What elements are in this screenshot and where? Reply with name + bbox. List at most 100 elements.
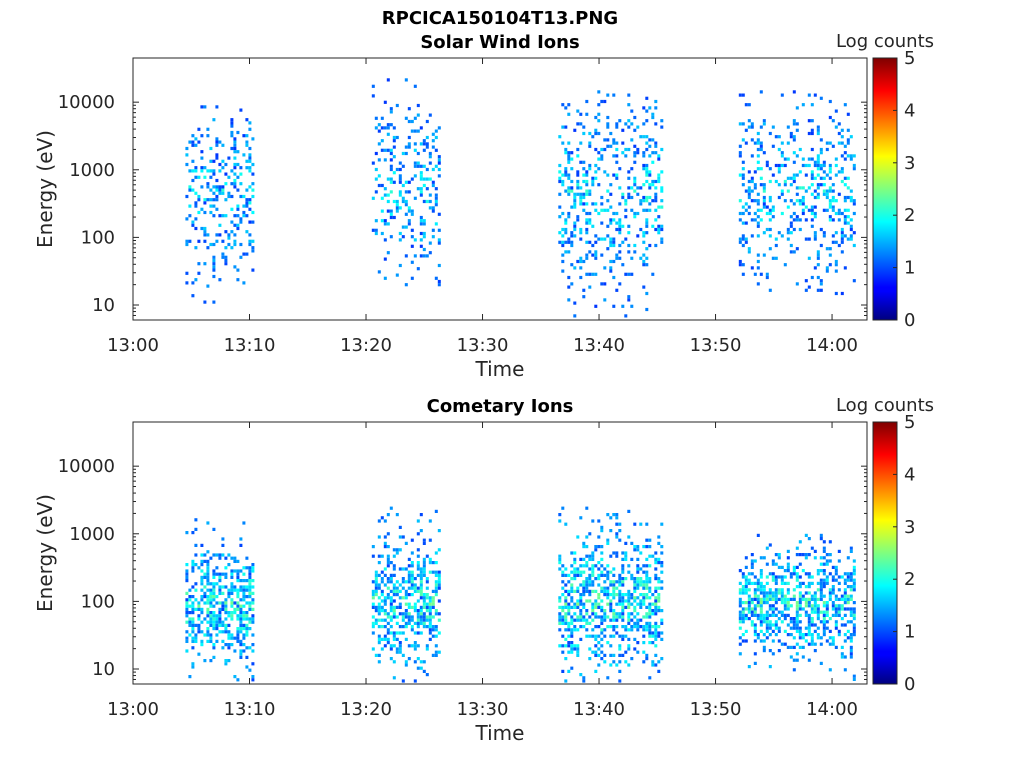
heatmap-cell <box>783 617 787 621</box>
heatmap-cell <box>615 513 619 517</box>
heatmap-cell <box>591 605 595 609</box>
heatmap-cell <box>600 609 604 613</box>
heatmap-cell <box>780 565 784 569</box>
heatmap-cell <box>618 119 622 123</box>
heatmap-cell <box>744 607 748 611</box>
colorbar-label: Log counts <box>836 31 934 52</box>
heatmap-cell <box>762 633 766 637</box>
heatmap-cell <box>741 601 745 605</box>
heatmap-cell <box>236 595 240 599</box>
heatmap-cell <box>852 163 856 168</box>
heatmap-cell <box>807 157 811 161</box>
heatmap-cell <box>816 154 820 158</box>
heatmap-cell <box>588 211 592 216</box>
heatmap-cell <box>576 109 580 113</box>
heatmap-cell <box>777 195 781 200</box>
heatmap-cell <box>585 218 589 222</box>
heatmap-cell <box>657 577 661 581</box>
heatmap-cell <box>828 99 832 104</box>
heatmap-cell <box>828 189 832 193</box>
heatmap-cell <box>413 161 417 165</box>
heatmap-cell <box>561 243 565 248</box>
heatmap-cell <box>648 676 652 680</box>
heatmap-cell <box>606 570 610 574</box>
heatmap-cell <box>630 573 634 577</box>
heatmap-cell <box>239 627 243 631</box>
heatmap-cell <box>425 177 429 181</box>
heatmap-cell <box>437 583 441 587</box>
heatmap-cell <box>194 143 198 147</box>
heatmap-cell <box>579 612 583 616</box>
heatmap-cell <box>410 129 414 133</box>
heatmap-cell <box>434 164 438 168</box>
heatmap-cell <box>630 541 634 545</box>
heatmap-cell <box>642 199 646 203</box>
heatmap-cell <box>618 256 622 260</box>
heatmap-cell <box>738 93 742 97</box>
heatmap-cell <box>573 612 577 616</box>
heatmap-cell <box>843 572 847 576</box>
heatmap-cell <box>633 183 637 187</box>
heatmap-cell <box>377 602 381 606</box>
heatmap-cell <box>816 263 820 267</box>
heatmap-cell <box>789 655 793 659</box>
heatmap-cell <box>233 146 237 151</box>
heatmap-cell <box>576 535 580 539</box>
heatmap-cell <box>392 631 396 635</box>
heatmap-cell <box>762 639 766 643</box>
heatmap-cell <box>245 617 249 621</box>
heatmap-cell <box>828 247 832 251</box>
heatmap-cell <box>422 660 426 664</box>
heatmap-cell <box>630 272 634 276</box>
heatmap-cell <box>398 644 402 648</box>
heatmap-cell <box>239 585 243 589</box>
heatmap-cell <box>852 623 856 627</box>
heatmap-cell <box>747 610 751 614</box>
heatmap-cell <box>558 205 562 209</box>
heatmap-cell <box>825 195 829 200</box>
heatmap-cell <box>233 233 237 237</box>
heatmap-cell <box>410 177 414 181</box>
heatmap-cell <box>759 208 763 212</box>
heatmap-cell <box>642 122 646 126</box>
heatmap-cell <box>224 572 228 576</box>
heatmap-cell <box>434 593 438 597</box>
heatmap-cell <box>654 179 658 184</box>
heatmap-cell <box>579 202 583 206</box>
heatmap-cell <box>573 561 577 565</box>
heatmap-cell <box>248 239 252 243</box>
heatmap-cell <box>591 650 595 654</box>
x-ticks: 13:00 13:10 13:20 13:30 13:40 13:50 14:00 <box>107 58 858 356</box>
heatmap-cell <box>215 620 219 624</box>
heatmap-cell <box>828 668 832 672</box>
heatmap-cell <box>831 575 835 579</box>
heatmap-cell <box>852 588 856 592</box>
heatmap-cell <box>383 612 387 616</box>
heatmap-cell <box>621 192 625 196</box>
x-tick-label: 13:30 <box>457 335 509 356</box>
heatmap-cell <box>567 112 571 116</box>
heatmap-cell <box>843 588 847 592</box>
heatmap-cell <box>789 243 793 248</box>
heatmap-cell <box>801 597 805 601</box>
heatmap-cell <box>407 621 411 625</box>
heatmap-cell <box>840 227 844 232</box>
heatmap-cell <box>410 605 414 609</box>
heatmap-cell <box>831 613 835 617</box>
heatmap-cell <box>648 170 652 174</box>
heatmap-cell <box>206 588 210 592</box>
heatmap-cell <box>648 586 652 590</box>
heatmap-cell <box>245 623 249 627</box>
heatmap-cell <box>203 617 207 621</box>
heatmap-cell <box>431 183 435 188</box>
heatmap-cell <box>404 589 408 593</box>
heatmap-cell <box>431 145 435 149</box>
heatmap-cell <box>242 153 246 157</box>
heatmap-cell <box>819 581 823 585</box>
heatmap-cell <box>437 612 441 616</box>
heatmap-cell <box>762 588 766 592</box>
heatmap-cell <box>401 577 405 581</box>
heatmap-cell <box>852 199 856 203</box>
heatmap-cell <box>413 647 417 651</box>
